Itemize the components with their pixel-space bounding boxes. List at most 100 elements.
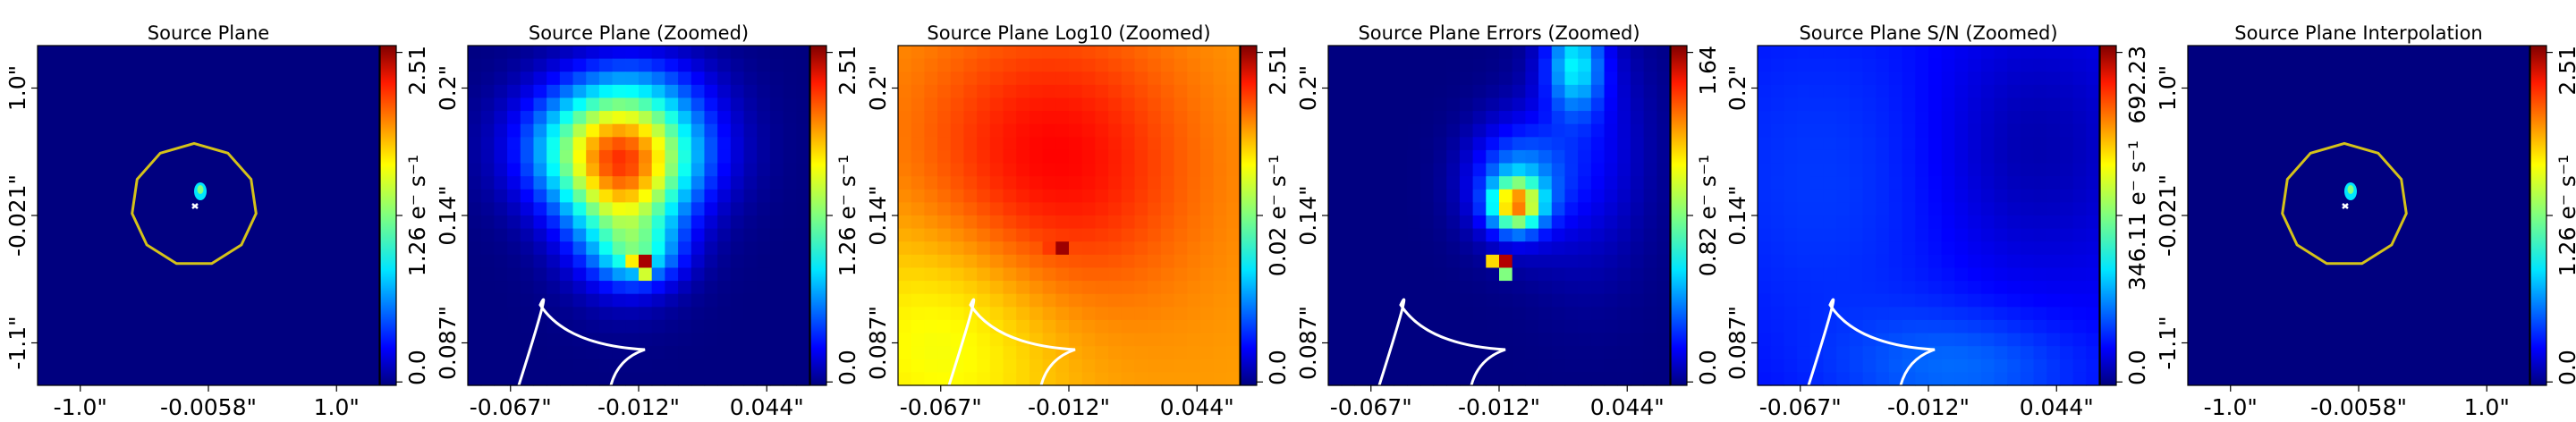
- heatmap-cell: [1069, 267, 1083, 282]
- heatmap-cell: [1174, 189, 1188, 203]
- heatmap-cell: [1849, 254, 1864, 269]
- heatmap-cell: [651, 307, 665, 321]
- heatmap-cell: [1525, 97, 1539, 112]
- heatmap-cell: [1657, 307, 1671, 321]
- heatmap-cell: [1341, 359, 1355, 373]
- heatmap-cell: [520, 293, 535, 308]
- heatmap-cell: [1525, 149, 1539, 165]
- heatmap-cell: [1055, 46, 1070, 60]
- heatmap-cell: [1199, 267, 1215, 282]
- heatmap-cell: [769, 202, 784, 216]
- heatmap-cell: [480, 346, 495, 360]
- heatmap-cell: [1134, 149, 1148, 165]
- heatmap-cell: [625, 189, 640, 203]
- heatmap-cell: [1915, 149, 1929, 165]
- heatmap-cell: [1643, 307, 1657, 321]
- heatmap-cell: [651, 346, 665, 360]
- heatmap-cell: [1003, 215, 1017, 230]
- heatmap-cell: [730, 97, 745, 112]
- critical-curve: [2342, 203, 2349, 209]
- heatmap-cell: [494, 46, 508, 60]
- heatmap-cell: [1499, 84, 1513, 99]
- heatmap-cell: [1199, 189, 1215, 203]
- heatmap-cell: [2086, 346, 2100, 360]
- heatmap-cell: [1081, 372, 1096, 386]
- heatmap-cell: [1836, 46, 1851, 60]
- heatmap-cell: [743, 123, 758, 138]
- heatmap-cell: [533, 359, 547, 373]
- heatmap-cell: [1174, 241, 1188, 256]
- heatmap-cell: [1994, 359, 2008, 373]
- heatmap-cell: [1199, 281, 1215, 295]
- heatmap-cell: [1055, 267, 1070, 282]
- heatmap-cell: [1590, 137, 1606, 151]
- heatmap-cell: [1525, 84, 1539, 99]
- heatmap-cell: [1980, 254, 1996, 269]
- heatmap-cell: [898, 137, 912, 151]
- heatmap-cell: [1160, 176, 1175, 190]
- heatmap-cell: [1407, 111, 1421, 125]
- heatmap-cell: [1069, 293, 1083, 308]
- heatmap-cell: [924, 372, 938, 386]
- heatmap-cell: [1121, 84, 1136, 99]
- heatmap-cell: [717, 97, 732, 112]
- heatmap-cell: [1797, 176, 1811, 190]
- heatmap-cell: [1578, 46, 1592, 60]
- heatmap-cell: [1590, 307, 1606, 321]
- heatmap-cell: [730, 137, 745, 151]
- heatmap-cell: [1341, 372, 1355, 386]
- heatmap-cell: [704, 123, 718, 138]
- heatmap-cell: [1876, 241, 1890, 256]
- heatmap-cell: [598, 46, 614, 60]
- heatmap-cell: [1160, 372, 1175, 386]
- heatmap-cell: [1486, 293, 1500, 308]
- heatmap-cell: [1590, 293, 1606, 308]
- colorbar: 1.640.82 e⁻ s⁻¹0.0: [1670, 45, 1721, 386]
- heatmap-cell: [743, 372, 758, 386]
- heatmap-cell: [1770, 215, 1784, 230]
- heatmap-cell: [572, 123, 587, 138]
- heatmap-cell: [2059, 215, 2074, 230]
- heatmap-cell: [651, 319, 665, 334]
- colorbar: 2.511.26 e⁻ s⁻¹0.0: [2529, 45, 2576, 386]
- heatmap-cell: [1328, 333, 1343, 347]
- heatmap-cell: [1888, 163, 1903, 177]
- heatmap-cell: [1876, 58, 1890, 72]
- heatmap-cell: [704, 84, 718, 99]
- heatmap-cell: [1968, 281, 1982, 295]
- heatmap-cell: [1876, 254, 1890, 269]
- heatmap-cell: [1538, 346, 1553, 360]
- heatmap-cell: [1486, 84, 1500, 99]
- heatmap-cell: [924, 254, 938, 269]
- heatmap-cell: [468, 307, 482, 321]
- heatmap-cell: [1784, 58, 1798, 72]
- heatmap-cell: [963, 163, 978, 177]
- heatmap-cell: [2046, 241, 2061, 256]
- heatmap-cell: [1148, 333, 1162, 347]
- heatmap-cell: [1578, 228, 1592, 242]
- heatmap-cell: [2086, 293, 2100, 308]
- heatmap-cell: [1954, 281, 1969, 295]
- heatmap-cell: [743, 346, 758, 360]
- heatmap-cell: [1394, 333, 1408, 347]
- colorbar-tick-label: 1.64: [1695, 46, 1721, 96]
- heatmap-cell: [572, 372, 587, 386]
- heatmap-cell: [1968, 215, 1982, 230]
- heatmap-cell: [1758, 84, 1772, 99]
- heatmap-cell: [1095, 281, 1109, 295]
- heatmap-image: [1758, 46, 2100, 386]
- heatmap-cell: [717, 372, 732, 386]
- heatmap-cell: [743, 58, 758, 72]
- heatmap-cell: [989, 72, 1004, 86]
- heatmap-cell: [1134, 241, 1148, 256]
- heatmap-cell: [1419, 346, 1435, 360]
- heatmap-cell: [1081, 72, 1096, 86]
- heatmap-cell: [1604, 202, 1618, 216]
- heatmap-cell: [1069, 189, 1083, 203]
- heatmap-cell: [1433, 189, 1447, 203]
- heatmap-cell: [468, 228, 482, 242]
- heatmap-cell: [480, 281, 495, 295]
- heatmap-cell: [547, 163, 561, 177]
- heatmap-cell: [1941, 293, 1955, 308]
- y-tick-label: 0.14": [1724, 185, 1750, 245]
